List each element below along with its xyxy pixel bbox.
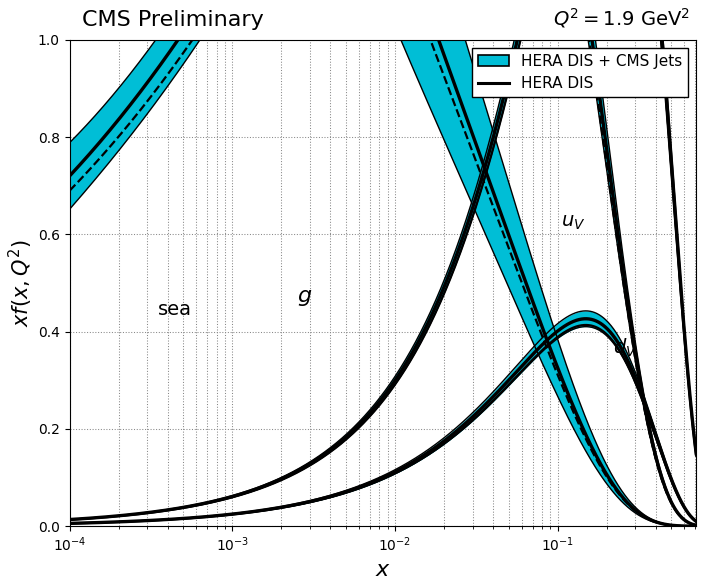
Y-axis label: $xf(x,Q^2)$: $xf(x,Q^2)$ bbox=[7, 239, 35, 327]
X-axis label: $x$: $x$ bbox=[375, 560, 391, 580]
Text: $u_V$: $u_V$ bbox=[561, 214, 586, 232]
Text: $g$: $g$ bbox=[297, 288, 312, 309]
Text: sea: sea bbox=[158, 299, 192, 319]
Text: CMS Preliminary: CMS Preliminary bbox=[82, 10, 264, 30]
Text: $Q^2 =1.9$ GeV$^2$: $Q^2 =1.9$ GeV$^2$ bbox=[553, 6, 690, 30]
Text: $d_V$: $d_V$ bbox=[614, 336, 638, 359]
Legend: HERA DIS + CMS Jets, HERA DIS: HERA DIS + CMS Jets, HERA DIS bbox=[472, 48, 688, 97]
